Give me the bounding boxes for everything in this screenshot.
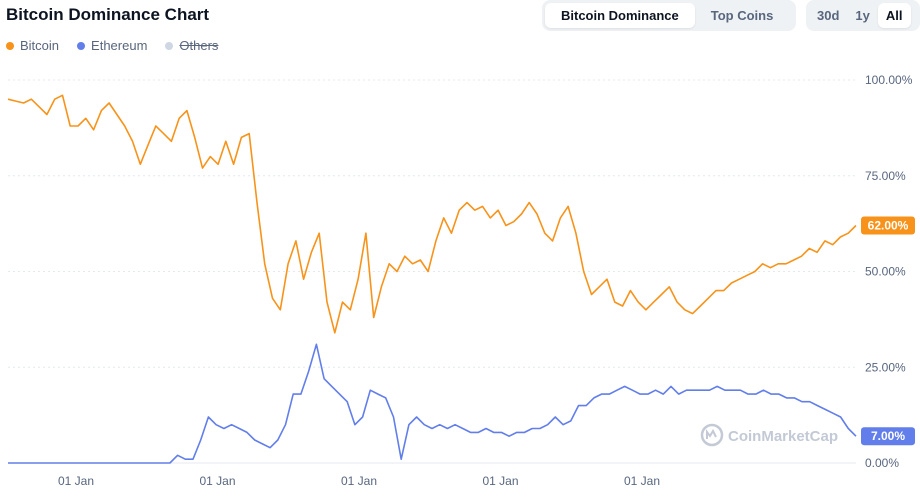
range-tab-group: 30d 1y All [806,0,920,31]
tab-top-coins[interactable]: Top Coins [710,8,774,23]
legend: Bitcoin Ethereum Others [6,38,218,53]
series-line-bitcoin [7,94,857,334]
legend-dot-others [165,41,174,50]
watermark: CoinMarketCap [700,423,838,447]
y-tick-label: 25.00% [865,360,906,374]
x-tick-label: 01 Jan [341,474,377,488]
legend-item-ethereum[interactable]: Ethereum [77,38,147,53]
coinmarketcap-logo-mark [706,428,717,439]
tab-bitcoin-dominance[interactable]: Bitcoin Dominance [545,3,695,28]
value-label-text-bitcoin: 62.00% [868,219,909,233]
value-label-bg-bitcoin [861,216,915,235]
x-tick-label: 01 Jan [199,474,235,488]
legend-label-ethereum: Ethereum [91,38,148,53]
view-tab-group: Bitcoin Dominance Top Coins [542,0,796,31]
range-1y-button[interactable]: 1y [855,8,870,23]
legend-label-bitcoin: Bitcoin [20,38,60,53]
grid-lines [8,79,856,464]
coinmarketcap-logo-icon [700,423,724,447]
x-axis: 01 Jan 01 Jan 01 Jan 01 Jan 01 Jan [58,474,660,488]
legend-item-others[interactable]: Others [165,38,218,53]
value-label-ethereum: 7.00% [861,427,915,446]
series-lines [7,94,857,464]
y-tick-label: 0.00% [865,456,899,470]
legend-label-others: Others [179,38,219,53]
y-tick-label: 75.00% [865,169,906,183]
y-axis: 100.00% 75.00% 50.00% 25.00% 0.00% [865,73,913,470]
current-value-labels: 62.00% 7.00% [861,216,915,446]
x-tick-label: 01 Jan [58,474,94,488]
x-tick-label: 01 Jan [624,474,660,488]
y-tick-label: 100.00% [865,73,913,87]
legend-dot-bitcoin [6,41,14,50]
series-line-ethereum [8,343,857,464]
range-30d-button[interactable]: 30d [817,8,840,23]
y-tick-label: 50.00% [865,265,906,279]
legend-dot-ethereum [77,41,86,50]
value-label-bitcoin: 62.00% [861,216,915,235]
legend-item-bitcoin[interactable]: Bitcoin [6,38,59,53]
value-label-text-ethereum: 7.00% [871,429,905,443]
chart-title: Bitcoin Dominance Chart [6,5,210,24]
x-tick-label: 01 Jan [482,474,518,488]
watermark-text: CoinMarketCap [728,428,838,445]
value-label-bg-ethereum [861,427,915,446]
range-all-button[interactable]: All [877,3,911,28]
